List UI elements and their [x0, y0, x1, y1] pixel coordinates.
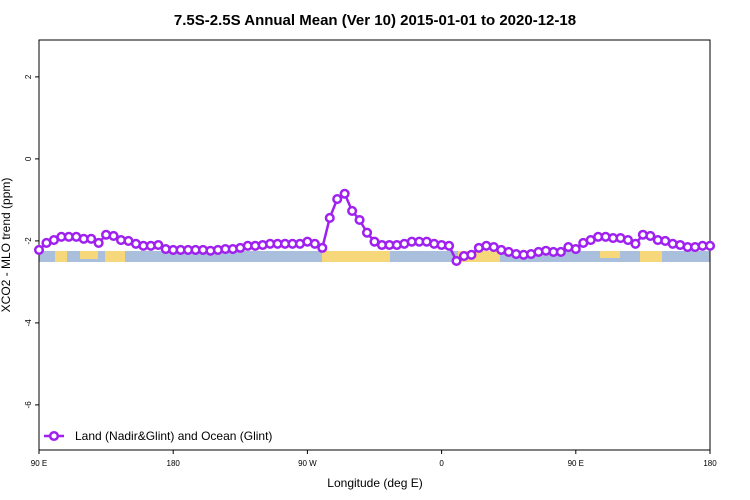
data-point [33, 244, 45, 255]
x-tick-label: 90 E [568, 459, 584, 468]
data-point [466, 249, 477, 260]
data-point [317, 242, 328, 253]
data-point [108, 230, 119, 242]
data-point [444, 240, 455, 251]
data-point [645, 230, 656, 242]
data-point [704, 240, 716, 251]
x-tick-label: 90 E [31, 459, 47, 468]
data-point [354, 214, 365, 226]
series-line [38, 191, 710, 263]
x-axis-label: Longitude (deg E) [327, 476, 422, 490]
x-tick-label: 0 [439, 459, 444, 468]
data-point [622, 235, 634, 246]
y-tick-label: 2 [24, 74, 33, 79]
data-point [309, 238, 320, 249]
data-point [361, 227, 373, 238]
data-point [86, 233, 97, 244]
data-point [630, 238, 641, 249]
y-tick-label: 0 [24, 156, 33, 161]
data-point [339, 188, 350, 199]
y-tick-label: -6 [24, 401, 33, 409]
x-tick-label: 180 [167, 459, 181, 468]
data-point [93, 237, 104, 248]
data-point [347, 205, 358, 217]
legend-label: Land (Nadir&Glint) and Ocean (Glint) [75, 429, 272, 443]
chart-title: 7.5S-2.5S Annual Mean (Ver 10) 2015-01-0… [174, 12, 576, 29]
data-point [555, 246, 566, 258]
data-point [451, 255, 462, 267]
land-ocean-band [39, 251, 710, 262]
y-axis-label: XCO2 - MLO trend (ppm) [0, 178, 13, 313]
data-point [324, 212, 335, 223]
legend-marker [48, 430, 60, 442]
data-point [332, 194, 343, 205]
x-tick-label: 180 [703, 459, 717, 468]
x-tick-label: 90 W [298, 459, 317, 468]
y-tick-label: -2 [24, 237, 33, 245]
data-point [570, 244, 581, 255]
y-tick-label: -4 [24, 319, 33, 327]
data-point [153, 239, 164, 251]
